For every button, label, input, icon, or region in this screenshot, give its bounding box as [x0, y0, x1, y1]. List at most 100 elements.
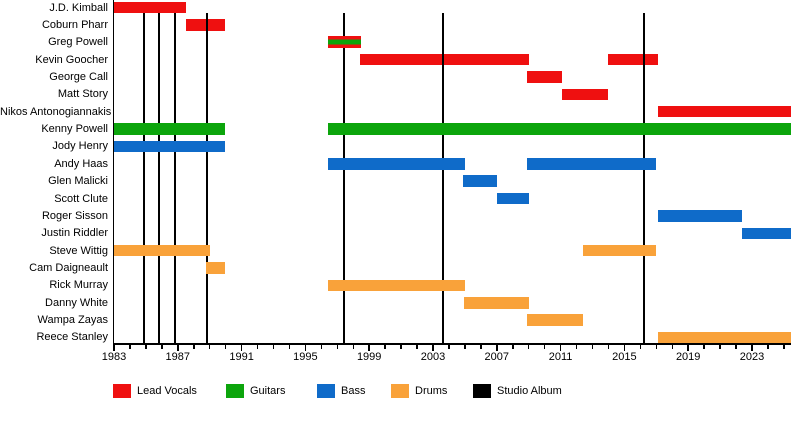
axis-tick-label: 2011: [548, 351, 573, 363]
axis-tick: [161, 344, 163, 349]
axis-tick: [543, 344, 546, 349]
axis-tick: [113, 344, 115, 351]
axis-tick: [512, 344, 514, 349]
axis-tick: [416, 344, 418, 349]
axis-tick: [336, 344, 339, 349]
timeline-bar: [657, 210, 742, 222]
legend-label: Drums: [415, 385, 448, 397]
member-label: Matt Story: [57, 88, 108, 101]
legend-swatch-drums: [391, 384, 409, 398]
studio-album-line: [441, 13, 444, 343]
axis-tick: [224, 344, 227, 349]
studio-album-line: [143, 13, 146, 343]
axis-tick: [352, 344, 354, 349]
member-label: Steve Wittig: [49, 244, 108, 257]
axis-tick-label: 1995: [293, 351, 318, 363]
member-label: Nikos Antonogiannakis: [0, 105, 112, 118]
timeline-bar: [527, 158, 657, 170]
member-label: George Call: [49, 70, 108, 83]
axis-tick: [432, 344, 434, 351]
member-label: Cam Daigneault: [29, 262, 108, 275]
member-label: J.D. Kimball: [49, 1, 108, 14]
member-label: Reece Stanley: [36, 331, 108, 344]
axis-tick: [129, 344, 131, 349]
axis-tick: [177, 344, 179, 351]
member-label: Jody Henry: [52, 140, 108, 153]
timeline-bar: [327, 36, 362, 48]
timeline-bar: [464, 297, 529, 309]
axis-tick: [368, 344, 370, 351]
member-label: Greg Powell: [48, 36, 108, 49]
timeline-bar: [327, 158, 465, 170]
member-label: Glen Malicki: [48, 175, 108, 188]
timeline-bar: [562, 88, 609, 101]
axis-tick: [575, 344, 578, 349]
axis-tick-label: 2003: [420, 351, 446, 363]
axis-tick-label: 2015: [612, 351, 637, 363]
legend-swatch-guitars: [226, 384, 244, 398]
axis-tick: [783, 344, 785, 349]
legend-swatch-studio_album: [473, 384, 491, 398]
axis-tick: [240, 344, 243, 351]
member-label: Wampa Zayas: [37, 314, 108, 327]
axis-tick: [591, 344, 594, 349]
timeline-bar: [582, 244, 657, 257]
axis-tick: [304, 344, 307, 351]
axis-tick: [256, 344, 259, 349]
member-label: Rick Murray: [49, 279, 108, 292]
axis-tick: [208, 344, 211, 349]
axis-tick: [145, 344, 147, 349]
axis-tick: [496, 344, 498, 351]
axis-tick-label: 1999: [356, 351, 382, 363]
timeline-bar: [657, 331, 792, 344]
axis-tick: [687, 344, 689, 351]
member-label: Coburn Pharr: [41, 18, 108, 31]
axis-tick: [464, 344, 466, 349]
timeline-bar: [185, 19, 225, 31]
axis-tick: [767, 344, 769, 349]
timeline-bar: [657, 105, 792, 118]
axis-tick-label: 2023: [739, 351, 765, 363]
timeline-bar: [527, 71, 563, 83]
timeline-bar: [327, 123, 792, 135]
x-axis-spine: [112, 343, 792, 345]
studio-album-line: [342, 13, 345, 343]
legend-label: Guitars: [250, 385, 286, 397]
legend-label: Lead Vocals: [137, 385, 197, 397]
axis-tick-label: 2019: [675, 351, 701, 363]
axis-tick: [751, 344, 753, 351]
member-label: Kenny Powell: [41, 123, 108, 136]
studio-album-line: [158, 13, 161, 343]
timeline-bar: [527, 314, 583, 326]
member-label: Justin Riddler: [41, 227, 108, 240]
legend-label: Bass: [341, 385, 366, 397]
axis-tick: [623, 344, 626, 351]
timeline-bar: [327, 279, 465, 292]
axis-tick: [272, 344, 275, 349]
timeline-bar: [463, 175, 497, 187]
studio-album-line: [206, 13, 209, 343]
legend-swatch-bass: [317, 384, 335, 398]
studio-album-line: [173, 13, 176, 343]
member-label: Roger Sisson: [41, 209, 108, 222]
legend-swatch-lead_vocals: [113, 384, 131, 398]
timeline-bar: [608, 53, 658, 66]
timeline-bar: [741, 227, 792, 240]
axis-tick: [320, 344, 323, 349]
axis-tick: [559, 344, 562, 351]
axis-tick: [671, 344, 673, 349]
member-label: Andy Haas: [54, 157, 108, 170]
axis-tick: [480, 344, 482, 349]
timeline-bar: [114, 1, 186, 14]
axis-tick: [655, 344, 658, 349]
axis-tick-label: 1991: [229, 351, 254, 363]
legend-label: Studio Album: [497, 385, 562, 397]
axis-tick: [719, 344, 721, 349]
axis-tick: [448, 344, 450, 349]
axis-tick-label: 1983: [101, 351, 127, 363]
axis-tick: [288, 344, 291, 349]
member-label: Scott Clute: [54, 192, 108, 205]
axis-tick: [193, 344, 195, 349]
axis-tick: [607, 344, 610, 349]
